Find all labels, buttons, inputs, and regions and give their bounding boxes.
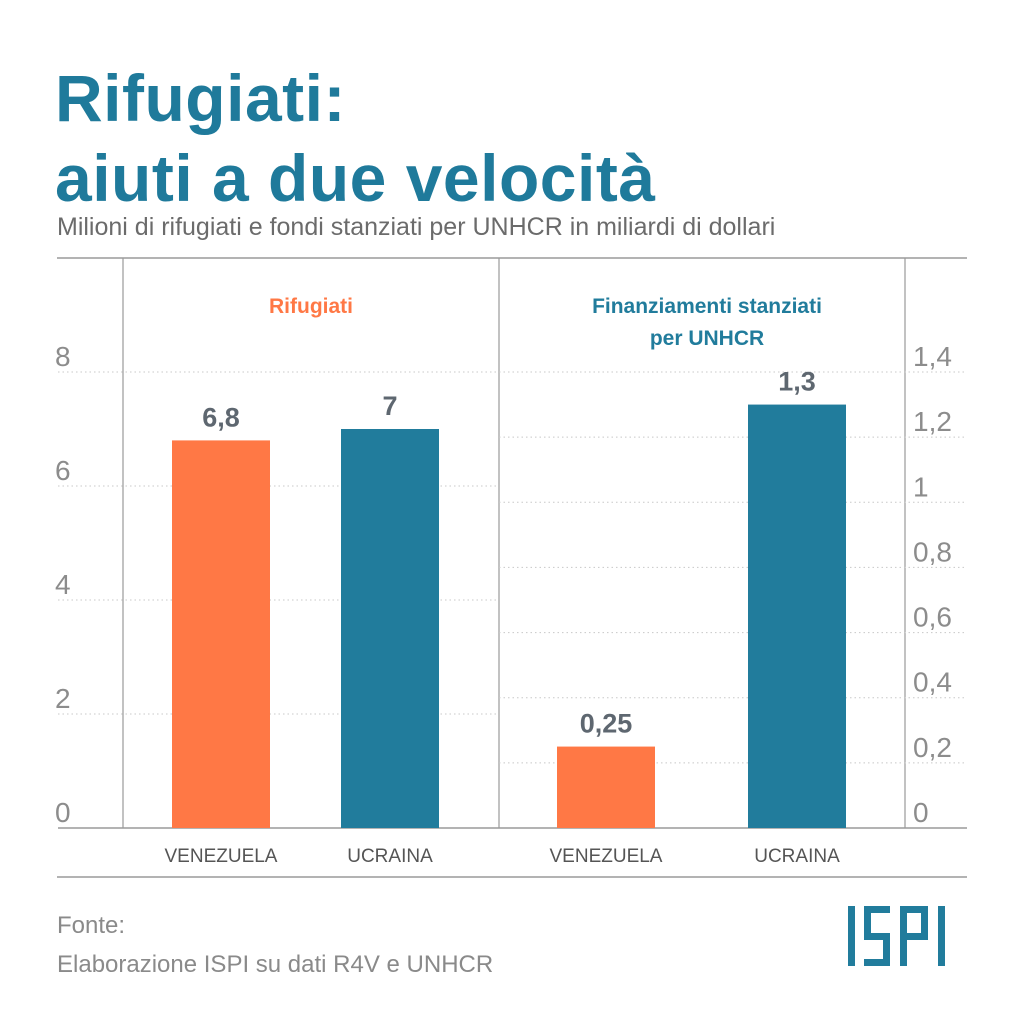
x-category-label: UCRAINA <box>754 846 840 867</box>
data-label: 1,3 <box>778 367 816 397</box>
y-tick-label: 6 <box>55 455 71 486</box>
y-tick-label: 1,2 <box>913 406 952 437</box>
y-tick-label: 4 <box>55 569 71 600</box>
data-label: 7 <box>382 391 397 421</box>
x-category-label: VENEZUELA <box>550 846 663 867</box>
x-category-label: UCRAINA <box>347 846 433 867</box>
y-tick-label: 1,4 <box>913 341 952 372</box>
panel-title: Finanziamenti stanziati <box>592 295 822 318</box>
y-tick-label: 1 <box>913 471 929 502</box>
ispi-logo <box>848 906 945 966</box>
data-label: 6,8 <box>202 402 240 432</box>
y-tick-label: 0 <box>913 797 929 828</box>
source-text: Elaborazione ISPI su dati R4V e UNHCR <box>57 951 494 978</box>
panel-title: Rifugiati <box>269 295 353 318</box>
y-tick-label: 0,6 <box>913 602 952 633</box>
bar-venezuela <box>172 440 270 828</box>
panel-title: per UNHCR <box>650 327 764 350</box>
source-label: Fonte: <box>57 912 126 939</box>
title-line-2: aiuti a due velocità <box>55 141 656 215</box>
y-tick-label: 0,2 <box>913 732 952 763</box>
y-tick-label: 0,4 <box>913 667 952 698</box>
bar-ucraina <box>748 404 846 828</box>
bar-ucraina <box>341 429 439 828</box>
bar-venezuela <box>557 746 655 828</box>
y-tick-label: 8 <box>55 341 71 372</box>
title-line-1: Rifugiati: <box>55 61 346 135</box>
y-tick-label: 0,8 <box>913 536 952 567</box>
page-title: Rifugiati: aiuti a due velocità <box>55 58 656 218</box>
y-tick-label: 0 <box>55 797 71 828</box>
x-category-label: VENEZUELA <box>165 846 278 867</box>
subtitle: Milioni di rifugiati e fondi stanziati p… <box>57 213 776 241</box>
data-label: 0,25 <box>580 709 633 739</box>
y-tick-label: 2 <box>55 683 71 714</box>
